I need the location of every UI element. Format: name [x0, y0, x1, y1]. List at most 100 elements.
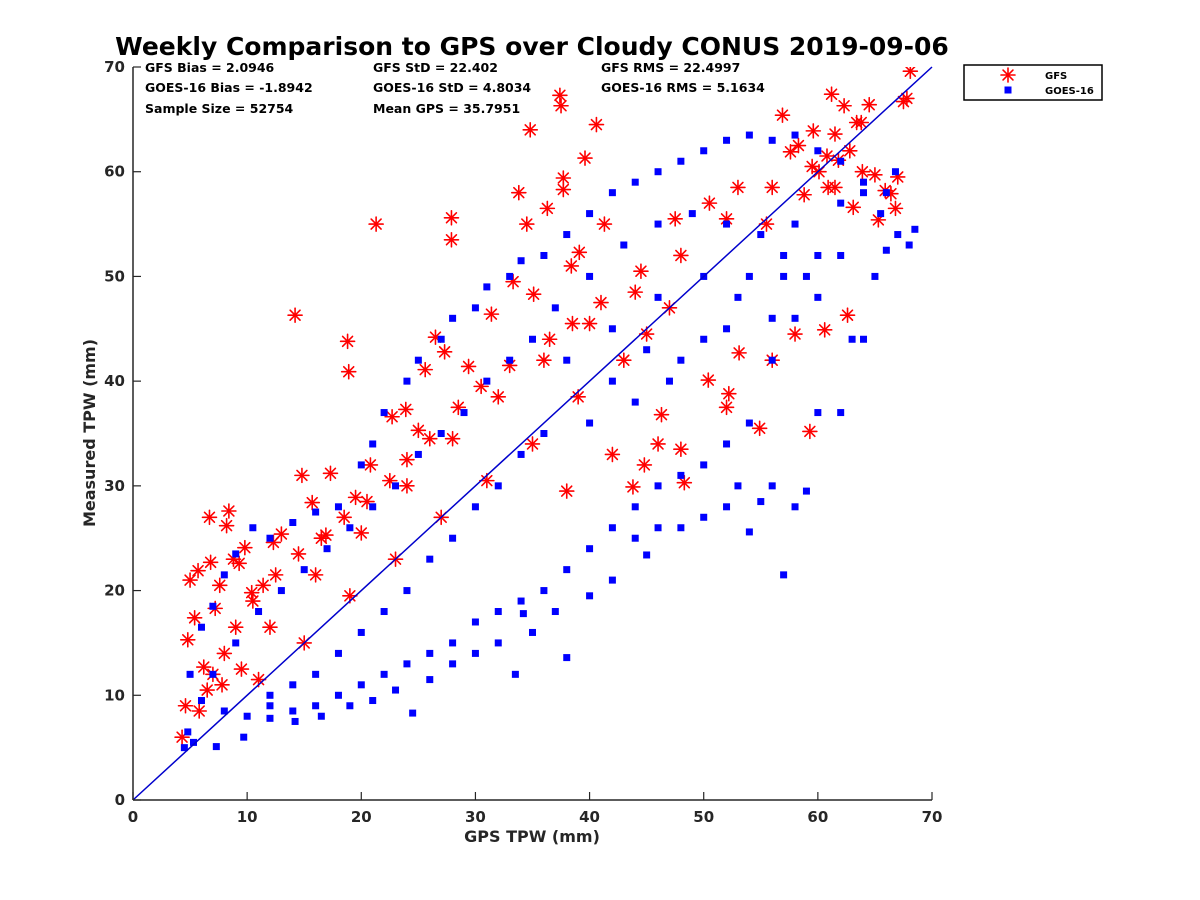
- gfs-point: [842, 142, 858, 159]
- goes-16-point: [180, 744, 188, 752]
- legend-asterisk-icon: [1000, 67, 1016, 83]
- goes-16-point: [631, 178, 639, 186]
- legend-label-goes-16: GOES-16: [1045, 86, 1094, 97]
- goes-16-point: [409, 709, 417, 717]
- gfs-point: [764, 179, 781, 196]
- goes-16-point: [608, 377, 616, 385]
- gfs-point: [201, 509, 218, 526]
- goes-16-point: [289, 707, 297, 715]
- x-tick-label: 0: [128, 808, 138, 826]
- goes-16-point: [494, 482, 502, 490]
- goes-16-point: [608, 325, 616, 333]
- gfs-point: [342, 588, 358, 604]
- goes-16-point: [184, 728, 192, 736]
- gfs-point: [398, 401, 414, 418]
- gfs-point: [362, 457, 379, 473]
- reference-line: [132, 66, 933, 801]
- goes-16-point: [780, 571, 788, 579]
- goes-16-point: [802, 272, 810, 280]
- goes-16-point: [768, 482, 776, 490]
- gfs-point: [558, 483, 575, 499]
- gfs-point: [854, 163, 871, 180]
- gfs-point: [861, 96, 878, 113]
- gfs-point: [417, 361, 434, 378]
- goes-16-point: [563, 654, 571, 662]
- gfs-point: [214, 677, 230, 693]
- gfs-point: [902, 67, 919, 79]
- goes-16-point: [677, 471, 685, 479]
- x-tick-label: 20: [351, 808, 372, 826]
- stat-gfs-std: GFS StD = 22.402: [373, 60, 498, 75]
- x-tick-label: 60: [807, 808, 828, 826]
- x-tick-label: 10: [237, 808, 258, 826]
- goes-16-point: [814, 147, 822, 155]
- gfs-point: [231, 555, 247, 572]
- gfs-point: [421, 430, 438, 447]
- gfs-point: [700, 372, 717, 388]
- goes-16-point: [586, 592, 594, 600]
- goes-16-point: [232, 639, 240, 647]
- gfs-point: [774, 107, 791, 123]
- gfs-point: [731, 345, 747, 361]
- goes-16-point: [369, 697, 377, 705]
- gfs-point: [867, 167, 883, 183]
- goes-16-point: [449, 314, 457, 322]
- goes-16-point: [882, 189, 890, 197]
- goes-16-point: [780, 272, 788, 280]
- x-tick-label: 40: [579, 808, 600, 826]
- gfs-point: [805, 123, 822, 139]
- gfs-point: [199, 682, 215, 698]
- goes-16-point: [494, 608, 502, 616]
- gfs-point: [221, 503, 237, 519]
- x-tick-label: 70: [922, 808, 943, 826]
- y-tick-label: 30: [104, 477, 125, 495]
- legend-marker-gfs: [1000, 67, 1016, 83]
- goes-16-point: [837, 409, 845, 417]
- goes-16-point: [189, 738, 197, 746]
- gfs-point: [525, 286, 542, 303]
- goes-16-point: [891, 168, 899, 176]
- goes-16-point: [540, 430, 548, 437]
- gfs-point: [179, 631, 196, 648]
- gfs-point: [625, 479, 641, 495]
- goes-16-point: [471, 618, 479, 626]
- goes-16-point: [877, 210, 885, 218]
- goes-16-point: [312, 670, 320, 678]
- goes-16-point: [300, 566, 308, 574]
- y-tick-label: 50: [104, 267, 125, 285]
- gfs-point: [667, 211, 683, 227]
- gfs-point: [899, 90, 915, 107]
- gfs-point: [443, 209, 460, 226]
- gfs-point: [539, 200, 556, 217]
- goes-16-point: [403, 587, 411, 595]
- goes-16-point: [243, 712, 251, 720]
- goes-16-point: [768, 314, 776, 322]
- goes-16-point: [506, 272, 514, 280]
- goes-16-point: [346, 524, 354, 532]
- goes-16-point: [791, 503, 799, 511]
- gfs-point: [233, 661, 250, 677]
- goes-16-point: [519, 610, 527, 618]
- gfs-point: [604, 446, 621, 463]
- goes-16-point: [631, 534, 639, 542]
- gfs-point: [552, 87, 568, 104]
- gfs-point: [853, 114, 870, 131]
- goes-16-point: [745, 131, 753, 139]
- gfs-point: [522, 122, 539, 138]
- stat-sample-size: Sample Size = 52754: [145, 101, 294, 116]
- goes-16-point: [700, 513, 708, 521]
- goes-16-point: [837, 199, 845, 207]
- goes-16-point: [346, 702, 354, 710]
- goes-16-point: [197, 623, 205, 631]
- gfs-point: [845, 199, 862, 216]
- goes-16-point: [209, 602, 217, 610]
- stat-gfs-bias: GFS Bias = 2.0946: [145, 60, 275, 75]
- goes-16-point: [212, 743, 220, 751]
- gfs-point: [782, 144, 799, 160]
- gfs-point: [673, 247, 689, 264]
- goes-16-point: [529, 335, 536, 343]
- y-tick-label: 20: [104, 582, 125, 600]
- goes-16-point: [357, 461, 365, 469]
- gfs-point: [524, 436, 541, 452]
- goes-16-point: [449, 534, 457, 542]
